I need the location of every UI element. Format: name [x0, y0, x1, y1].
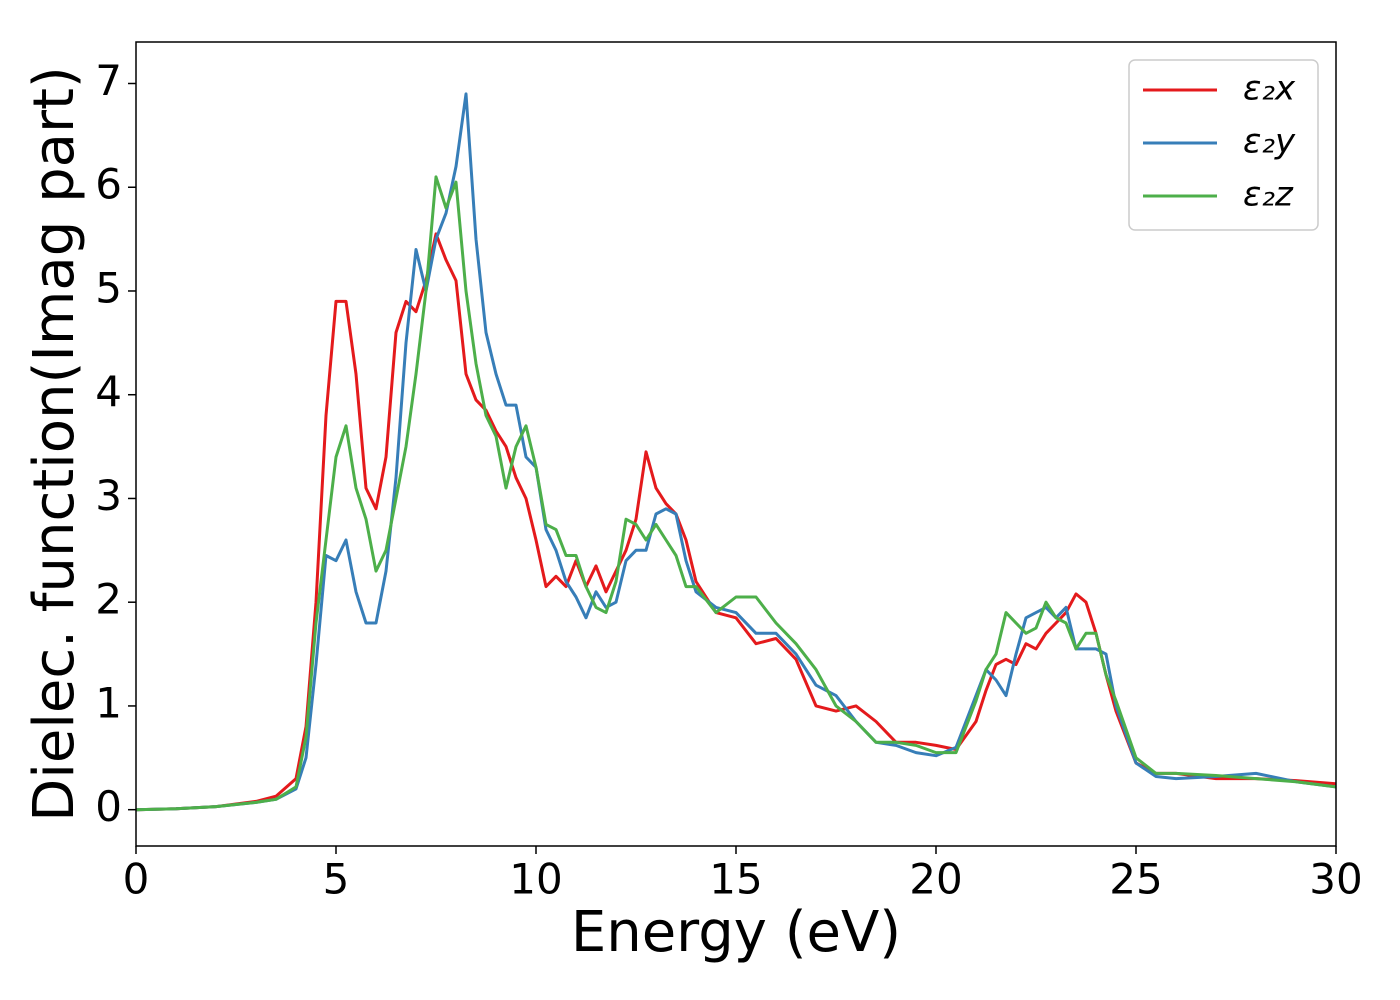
y-tick-label: 7	[95, 56, 122, 105]
x-tick-label: 30	[1309, 855, 1362, 904]
legend-label: ε₂x	[1243, 69, 1296, 109]
x-tick-label: 20	[909, 855, 962, 904]
y-tick-label: 3	[95, 471, 122, 520]
plot-frame	[135, 41, 1337, 847]
data-line	[136, 232, 1336, 812]
x-axis-label: Energy (eV)	[571, 900, 901, 965]
legend-box	[1128, 59, 1319, 231]
y-tick-label: 2	[95, 575, 122, 624]
x-tick-label: 25	[1109, 855, 1162, 904]
y-tick-label: 6	[95, 160, 122, 209]
data-line	[136, 175, 1336, 812]
legend-label: ε₂y	[1243, 122, 1296, 162]
y-axis-label: Dielec. function(Imag part)	[22, 66, 87, 822]
legend-label: ε₂z	[1243, 175, 1294, 215]
y-tick-label: 4	[95, 367, 122, 416]
y-tick-label: 0	[95, 782, 122, 831]
y-tick-label: 5	[95, 263, 122, 312]
x-tick-label: 5	[323, 855, 350, 904]
x-tick-label: 0	[123, 855, 150, 904]
y-tick-label: 1	[95, 678, 122, 727]
x-tick-label: 15	[709, 855, 762, 904]
x-tick-label: 10	[509, 855, 562, 904]
